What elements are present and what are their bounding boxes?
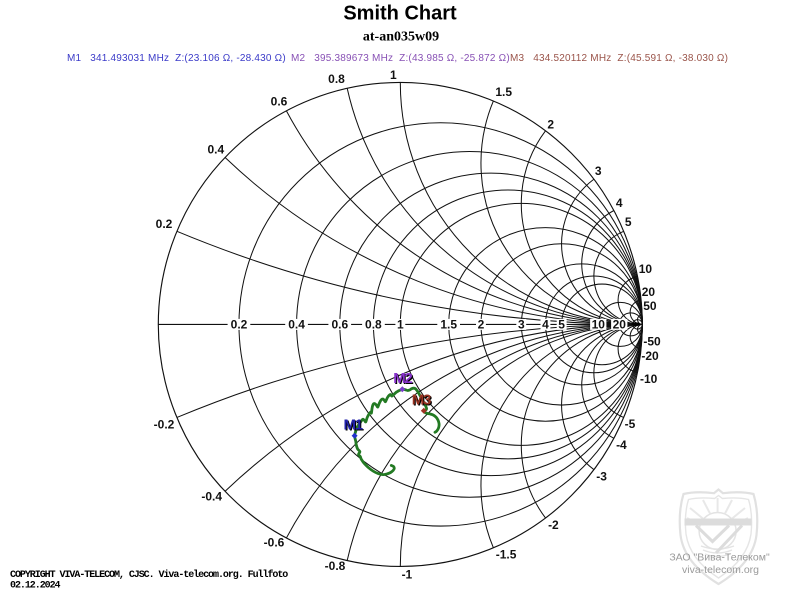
svg-text:4: 4: [542, 318, 549, 332]
svg-text:-1.5: -1.5: [496, 548, 517, 562]
svg-text:2: 2: [547, 117, 554, 131]
svg-text:M3: M3: [412, 391, 431, 408]
svg-text:-2: -2: [548, 518, 559, 532]
svg-text:M1 341.493031 MHz Z:(23.106: M1 341.493031 MHz Z:(23.106 Ω, -28.430 Ω…: [67, 53, 286, 64]
svg-text:-20: -20: [641, 349, 659, 363]
svg-text:1.5: 1.5: [495, 85, 512, 99]
svg-text:0.4: 0.4: [288, 318, 305, 332]
svg-text:Smith Chart: Smith Chart: [343, 3, 457, 25]
svg-text:2: 2: [478, 318, 485, 332]
svg-text:M1: M1: [344, 416, 363, 433]
svg-text:ЗАО "Вива-Телеком": ЗАО "Вива-Телеком": [669, 552, 770, 564]
svg-text:-50: -50: [643, 335, 661, 349]
svg-text:3: 3: [518, 318, 525, 332]
svg-text:20: 20: [613, 318, 627, 332]
svg-text:-0.4: -0.4: [201, 490, 222, 504]
svg-text:02.12.2024: 02.12.2024: [10, 581, 61, 592]
svg-text:5: 5: [558, 318, 565, 332]
svg-text:-0.8: -0.8: [325, 559, 346, 573]
svg-text:0.8: 0.8: [365, 318, 382, 332]
svg-text:50: 50: [643, 299, 657, 313]
svg-text:5: 5: [625, 215, 632, 229]
svg-text:-5: -5: [625, 417, 636, 431]
svg-text:0.2: 0.2: [156, 217, 173, 231]
svg-text:3: 3: [595, 164, 602, 178]
svg-text:viva-telecom.org: viva-telecom.org: [682, 564, 759, 576]
svg-text:10: 10: [592, 318, 606, 332]
svg-text:M1: M1: [345, 417, 364, 434]
svg-text:COPYRIGHT VIVA-TELECOM, CJSC.: COPYRIGHT VIVA-TELECOM, CJSC. Viva-telec…: [10, 569, 288, 581]
svg-text:at-an035w09: at-an035w09: [363, 29, 439, 44]
svg-text:-1: -1: [402, 568, 413, 582]
svg-text:20: 20: [642, 285, 656, 299]
svg-text:1: 1: [390, 68, 397, 82]
svg-text:M2: M2: [393, 370, 412, 387]
svg-text:-0.2: -0.2: [154, 417, 175, 431]
svg-text:-0.6: -0.6: [264, 536, 285, 550]
svg-text:1.5: 1.5: [440, 318, 457, 332]
svg-text:M3 434.520112 MHz Z:(45.591: M3 434.520112 MHz Z:(45.591 Ω, -38.030 Ω…: [510, 53, 728, 64]
svg-text:-10: -10: [640, 372, 658, 386]
svg-text:M2 395.389673 MHz Z:(43.985: M2 395.389673 MHz Z:(43.985 Ω, -25.872 Ω…: [291, 53, 510, 64]
svg-text:0.8: 0.8: [328, 72, 345, 86]
svg-text:10: 10: [639, 262, 653, 276]
svg-text:-3: -3: [596, 470, 607, 484]
svg-text:0.2: 0.2: [231, 318, 248, 332]
svg-text:M2: M2: [394, 371, 413, 388]
svg-text:0.4: 0.4: [207, 143, 224, 157]
svg-text:0.6: 0.6: [331, 318, 348, 332]
svg-text:M3: M3: [413, 392, 432, 409]
svg-text:0.6: 0.6: [271, 95, 288, 109]
svg-text:-4: -4: [616, 438, 627, 452]
svg-text:1: 1: [397, 318, 404, 332]
svg-text:4: 4: [616, 196, 623, 210]
